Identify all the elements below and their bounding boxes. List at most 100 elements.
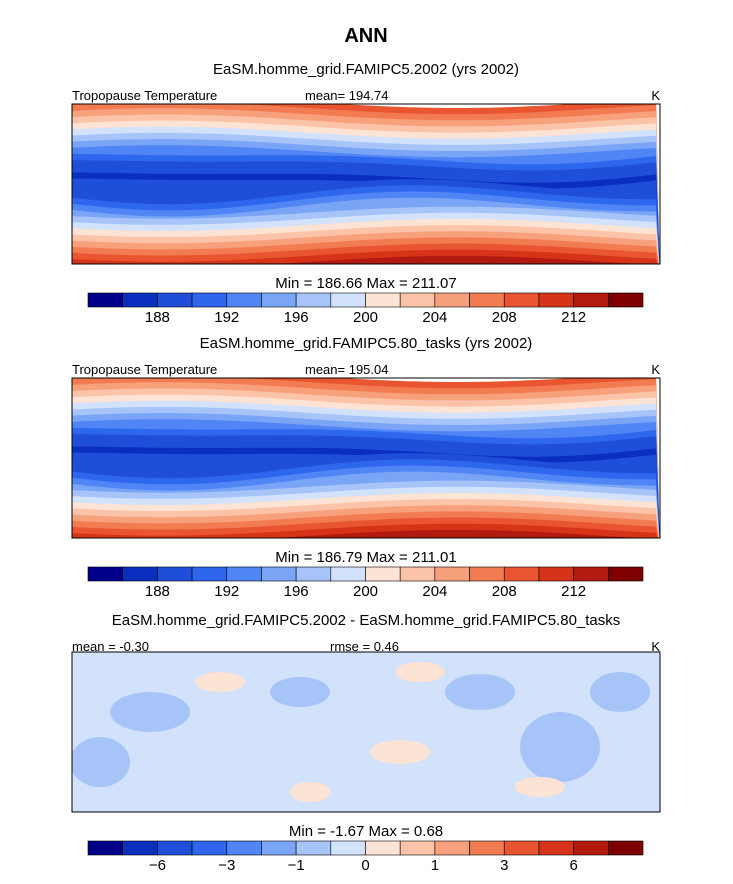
colorbar-box [295,292,332,308]
panel-subtitle: EaSM.homme_grid.FAMIPC5.2002 - EaSM.homm… [112,612,621,629]
diff-blob [515,777,565,797]
colorbar-label: −6 [149,857,166,874]
min-max: Min = 186.66 Max = 211.07 [275,275,457,292]
colorbar-box [330,292,366,308]
colorbar-box [434,566,470,582]
map-field [72,378,660,538]
panel-units: K [651,639,660,654]
colorbar-box [365,292,401,308]
diff-blob [370,740,430,764]
colorbar-box [87,566,123,582]
colorbar-box [122,840,158,856]
colorbar-box [469,292,505,308]
colorbar-label: 6 [569,857,577,874]
diff-blob [395,662,445,682]
colorbar-box [261,566,297,582]
colorbar-box [157,292,193,308]
colorbar-box [503,566,540,582]
colorbar-label: 212 [561,583,586,600]
panel-left-label: Tropopause Temperature [72,88,217,103]
colorbar-box [191,840,228,856]
map [71,377,661,539]
colorbar-box [226,840,262,856]
colorbar-box [226,292,262,308]
colorbar-label: 200 [353,583,378,600]
diff-blob [290,782,330,802]
colorbar-label: 192 [214,309,239,326]
diff-blob [110,692,190,732]
colorbar-box [434,840,470,856]
colorbar-label: 3 [500,857,508,874]
colorbar-box [469,840,505,856]
colorbar-label: 204 [422,309,447,326]
colorbar-box [399,566,436,582]
temperature-band [275,255,639,264]
panel-left-label: Tropopause Temperature [72,362,217,377]
colorbar-box [295,840,332,856]
diff-blob [590,672,650,712]
colorbar-box [157,566,193,582]
colorbar-label: −3 [218,857,235,874]
colorbar-box [538,566,574,582]
colorbar-label: 192 [214,583,239,600]
diff-blob [445,674,515,710]
colorbar-box [573,840,609,856]
colorbar-box [226,566,262,582]
colorbar-box [608,292,644,308]
map-field [72,104,660,264]
colorbar-label: 196 [284,309,309,326]
colorbar-label: 212 [561,309,586,326]
colorbar-label: 208 [492,309,517,326]
map [71,103,661,265]
colorbar-box [608,566,644,582]
colorbar-box [538,840,574,856]
colorbar-box [122,292,158,308]
colorbar-box [503,292,540,308]
colorbar-box [365,840,401,856]
colorbar-box [399,292,436,308]
colorbar-label: 1 [431,857,439,874]
panel-left-label: mean = -0.30 [72,639,149,654]
colorbar-box [122,566,158,582]
colorbar-label: 188 [145,583,170,600]
colorbar-box [295,566,332,582]
title: ANN [344,25,387,47]
colorbar-label: 204 [422,583,447,600]
map-frame [71,651,661,813]
colorbar-box [261,840,297,856]
panel-units: K [651,88,660,103]
temperature-band [275,529,639,538]
colorbar-box [503,840,540,856]
colorbar-box [330,840,366,856]
colorbar-label: 208 [492,583,517,600]
colorbar-label: 188 [145,309,170,326]
colorbar-label: 200 [353,309,378,326]
map [71,651,661,813]
diff-blob [195,672,245,692]
colorbar-box [399,840,436,856]
colorbar-label: −1 [288,857,305,874]
colorbar-box [538,292,574,308]
colorbar-box [469,566,505,582]
min-max: Min = 186.79 Max = 211.01 [275,549,457,566]
panel-center-label: mean= 194.74 [305,88,388,103]
diff-blob [520,712,600,782]
panel-center-label: rmse = 0.46 [330,639,399,654]
colorbar-box [261,292,297,308]
colorbar-box [608,840,644,856]
min-max: Min = -1.67 Max = 0.68 [289,823,443,840]
colorbar-box [434,292,470,308]
panel-subtitle: EaSM.homme_grid.FAMIPC5.80_tasks (yrs 20… [200,335,533,352]
colorbar-box [87,840,123,856]
map-frame [71,103,661,265]
colorbar-box [573,566,609,582]
colorbar-box [573,292,609,308]
map-field [72,652,660,812]
panel-center-label: mean= 195.04 [305,362,388,377]
colorbar-label: 0 [361,857,369,874]
diff-blob [72,737,130,787]
colorbar-box [87,292,123,308]
colorbar-box [191,566,228,582]
